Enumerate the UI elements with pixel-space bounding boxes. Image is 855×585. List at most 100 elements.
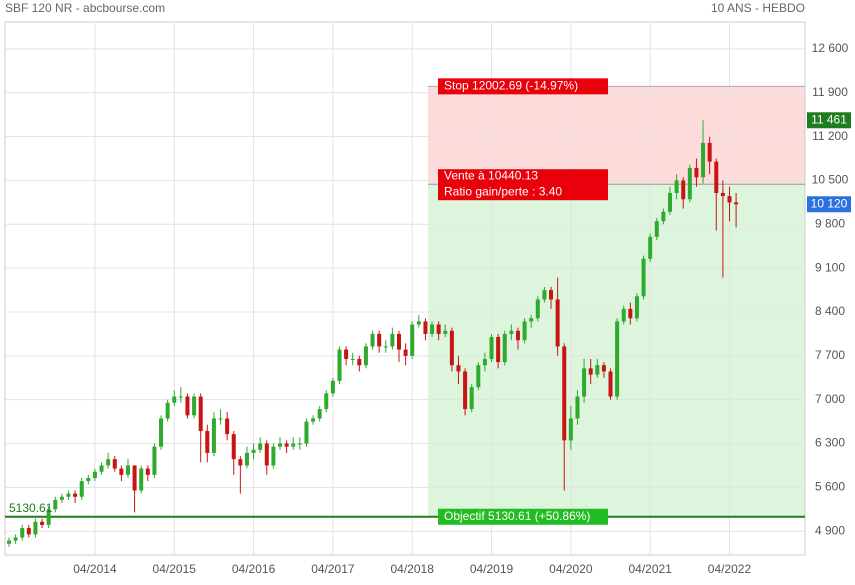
candle-body xyxy=(449,330,454,366)
chart-title: SBF 120 NR - abcbourse.com xyxy=(5,1,165,15)
candle-body xyxy=(430,324,435,334)
candle-body xyxy=(668,192,672,212)
candle-body xyxy=(522,321,527,341)
candle-body xyxy=(363,346,368,366)
candle-body xyxy=(535,299,540,319)
candle-body xyxy=(588,368,593,375)
x-tick-label: 04/2018 xyxy=(391,562,435,576)
candle-body xyxy=(92,471,97,478)
y-tick-label: 5 600 xyxy=(815,480,845,494)
candle-body xyxy=(311,418,316,422)
candle-body xyxy=(390,333,395,347)
y-tick-label: 11 900 xyxy=(812,85,848,99)
target-level: 5130.61 xyxy=(9,501,53,515)
candle-body xyxy=(20,528,25,538)
candle-body xyxy=(634,296,639,319)
candle-body xyxy=(463,371,468,410)
candle-body xyxy=(403,349,408,356)
candle-body xyxy=(694,167,699,178)
candle-body xyxy=(317,409,322,419)
candle-body xyxy=(278,443,283,447)
candle-body xyxy=(284,443,289,447)
candle-body xyxy=(251,449,256,453)
candle-body xyxy=(416,321,421,325)
entry-box xyxy=(438,169,608,201)
candle-body xyxy=(734,202,739,205)
candle-body xyxy=(707,142,712,162)
ratio-label: Ratio gain/perte : 3.40 xyxy=(444,184,562,198)
candle-body xyxy=(73,493,78,497)
candle-body xyxy=(357,358,362,366)
candle-body xyxy=(13,537,18,541)
candle-body xyxy=(509,330,514,334)
price-badge-label: 11 461 xyxy=(811,112,847,126)
y-tick-label: 7 000 xyxy=(815,392,845,406)
candle-body xyxy=(185,396,190,416)
candle-body xyxy=(271,446,276,466)
candle-body xyxy=(621,308,626,322)
candle-body xyxy=(396,333,401,350)
candle-body xyxy=(681,180,686,200)
candle-body xyxy=(370,333,375,347)
x-tick-label: 04/2016 xyxy=(232,562,276,576)
candle-body xyxy=(628,308,633,319)
candle-body xyxy=(324,393,329,410)
entry-label: Vente à 10440.13 xyxy=(444,168,538,182)
candle-body xyxy=(595,365,600,375)
candle-body xyxy=(291,443,296,447)
candle-body xyxy=(178,396,183,398)
plot-frame xyxy=(4,21,806,556)
candle-body xyxy=(139,468,144,491)
y-tick-label: 9 800 xyxy=(815,216,845,230)
candle-body xyxy=(264,443,269,466)
candle-body xyxy=(582,368,587,397)
candle-body xyxy=(33,521,38,535)
y-tick-label: 10 500 xyxy=(812,173,849,187)
candle-body xyxy=(258,443,263,450)
candle-body xyxy=(469,387,474,410)
candle-body xyxy=(304,421,309,444)
candle-body xyxy=(701,142,706,178)
candle-body xyxy=(59,496,64,500)
x-tick-label: 04/2017 xyxy=(311,562,355,576)
candle-body xyxy=(383,346,388,348)
candle-body xyxy=(125,465,130,475)
candle-body xyxy=(575,396,580,419)
candle-body xyxy=(165,402,170,419)
candle-body xyxy=(225,418,230,435)
candle-body xyxy=(502,333,507,363)
target-box xyxy=(438,508,608,525)
x-tick-label: 04/2020 xyxy=(549,562,593,576)
candle-body xyxy=(198,396,203,431)
candle-body xyxy=(423,321,428,334)
candle-body xyxy=(112,459,117,469)
candle-body xyxy=(515,330,520,341)
candle-body xyxy=(344,349,349,359)
stop-box xyxy=(438,78,608,95)
candle-body xyxy=(350,358,355,360)
candle-body xyxy=(641,258,646,297)
candle-body xyxy=(687,167,692,200)
candle-body xyxy=(106,459,111,466)
stop-label: Stop 12002.69 (-14.97%) xyxy=(444,79,578,93)
period: 10 ANS - HEBDO xyxy=(711,1,805,15)
candle-body xyxy=(555,299,560,347)
candle-body xyxy=(489,337,494,359)
candle-body xyxy=(436,324,441,334)
candle-body xyxy=(661,211,666,222)
candle-body xyxy=(377,333,382,347)
candle-body xyxy=(66,493,71,497)
y-tick-label: 12 600 xyxy=(812,41,849,55)
price-badge-label: 10 120 xyxy=(811,196,848,210)
y-tick-label: 9 100 xyxy=(815,260,845,274)
candle-body xyxy=(159,418,164,447)
candle-body xyxy=(244,452,249,466)
y-tick-label: 8 400 xyxy=(815,304,845,318)
stop-zone xyxy=(428,86,805,185)
price-badge xyxy=(807,112,851,129)
candle-body xyxy=(615,321,620,397)
y-tick-label: 11 200 xyxy=(812,129,848,143)
candle-body xyxy=(132,465,137,491)
candle-body xyxy=(410,324,415,356)
